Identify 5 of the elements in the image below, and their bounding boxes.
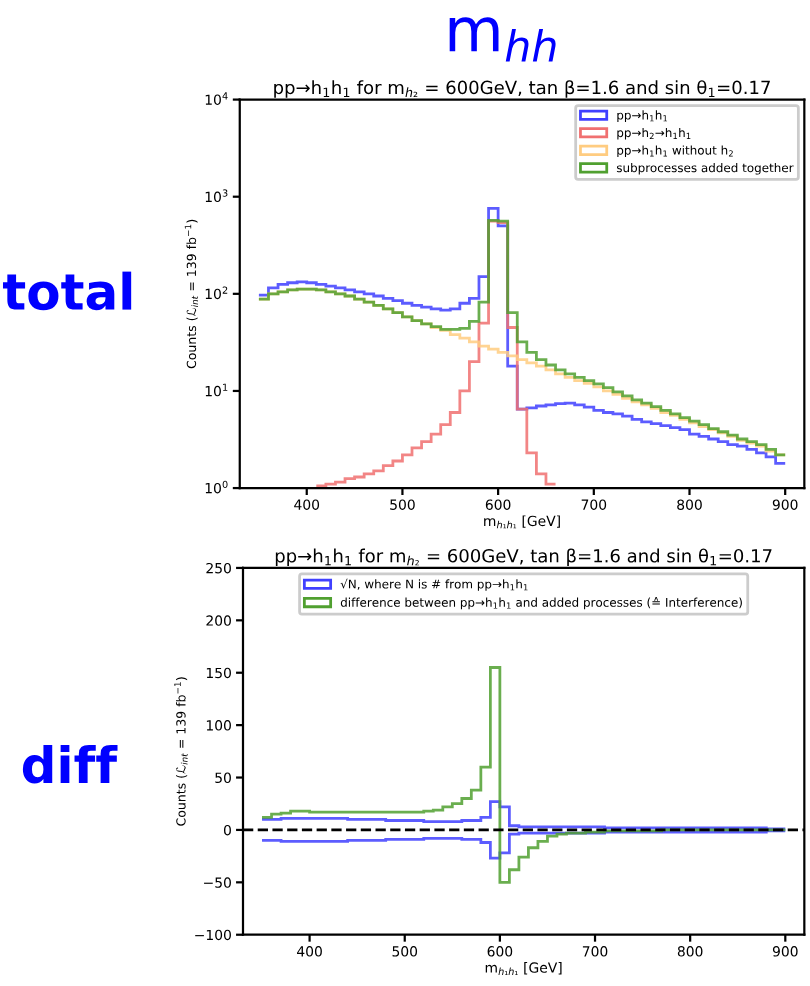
chart-title: pp→h$_{1}$h$_{1}$ for m$_{h₂}$ = 600GeV, tan β=1.6 and sin θ$_{1}$=0.17	[274, 80, 770, 98]
chart-title: pp→h$_{1}$h$_{1}$ for m$_{h₂}$ = 600GeV, tan β=1.6 and sin θ$_{1}$=0.17	[275, 548, 772, 567]
text: total	[2, 271, 132, 311]
text: diff	[22, 744, 118, 784]
text: m$_{hh}$	[449, 17, 556, 62]
